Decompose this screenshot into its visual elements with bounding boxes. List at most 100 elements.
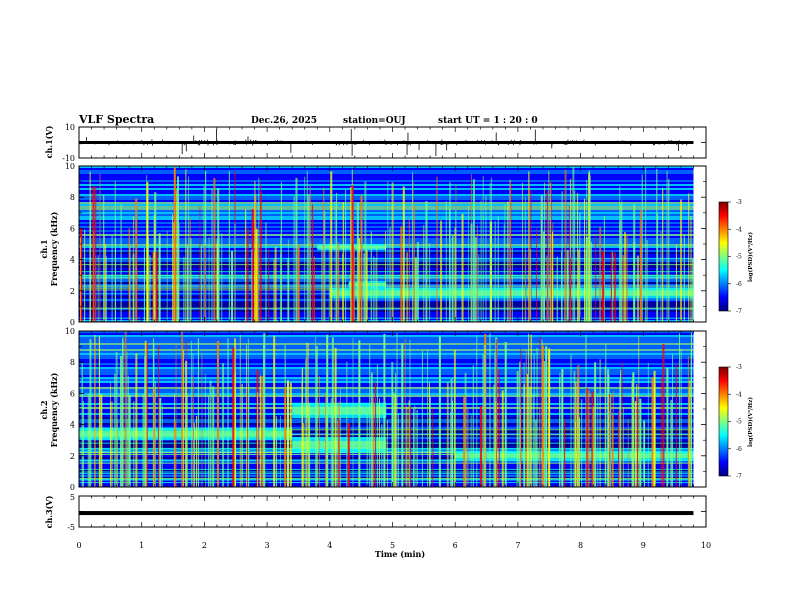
spectrogram-row — [79, 286, 694, 288]
sferic-streak — [622, 255, 624, 322]
narrowband-line — [79, 299, 694, 301]
sferic-streak — [668, 178, 670, 322]
narrowband-line — [79, 276, 694, 278]
sferic-streak — [398, 414, 400, 487]
sferic-streak — [423, 225, 425, 322]
sferic-streak — [196, 415, 198, 487]
sferic-streak — [365, 249, 368, 322]
sferic-streak — [94, 344, 96, 487]
sferic-streak — [122, 337, 124, 487]
sferic-streak — [414, 257, 417, 322]
sferic-streak — [217, 252, 219, 322]
spectrogram-row — [79, 465, 694, 467]
spectrogram-row — [79, 441, 694, 443]
sferic-streak — [408, 218, 410, 322]
spectrogram-row — [79, 306, 694, 308]
spectrogram-row — [79, 180, 694, 182]
spectrogram-row — [79, 228, 694, 230]
figure-title: VLF Spectra — [78, 113, 154, 126]
sferic-streak — [521, 182, 523, 322]
sferic-streak — [463, 395, 466, 487]
sferic-streak — [489, 183, 491, 322]
spectrogram-row — [79, 349, 694, 351]
sferic-streak — [376, 246, 378, 322]
sferic-streak — [578, 249, 580, 322]
narrowband-line — [79, 447, 694, 449]
sferic-streak — [402, 186, 405, 322]
sferic-streak — [687, 355, 689, 487]
sferic-streak — [342, 202, 344, 322]
sferic-streak — [543, 361, 546, 487]
spectrogram-row — [79, 417, 694, 419]
sferic-streak — [207, 395, 209, 487]
ch2-freq-tick-4: 4 — [70, 421, 75, 430]
sferic-streak — [578, 418, 580, 487]
ch1-waveform-panel: 10 -10 ch.1(V) — [44, 123, 694, 163]
sferic-streak — [114, 373, 116, 487]
spectrogram-row — [79, 461, 694, 463]
sferic-streak — [251, 249, 253, 322]
sferic-streak — [275, 416, 277, 487]
ch3-ytick-bottom: -5 — [67, 523, 75, 532]
sferic-streak — [494, 221, 496, 322]
sferic-streak — [305, 358, 307, 487]
spectrogram-row — [79, 435, 694, 437]
time-tick-10: 10 — [701, 541, 711, 550]
sferic-streak — [493, 384, 495, 487]
sferic-streak — [412, 181, 414, 322]
sferic-streak — [480, 406, 483, 487]
spectrogram-row — [79, 170, 694, 172]
sferic-streak — [680, 348, 682, 487]
sferic-streak — [350, 186, 353, 322]
sferic-streak — [384, 231, 386, 322]
spectrogram-row — [79, 381, 694, 383]
sferic-streak — [345, 189, 347, 322]
spectrogram-row — [79, 339, 694, 341]
sferic-streak — [645, 167, 647, 322]
spectrogram-row — [79, 455, 694, 457]
narrowband-line — [79, 482, 694, 484]
sferic-streak — [396, 333, 398, 487]
spectrogram-row — [79, 230, 694, 232]
spectrogram-row — [79, 266, 694, 268]
ch2-freq-tick-6: 6 — [70, 389, 75, 398]
sferic-streak — [128, 394, 131, 487]
spectrogram-row — [79, 190, 694, 192]
sferic-streak — [446, 382, 449, 487]
sferic-streak — [111, 401, 113, 487]
sferic-streak — [662, 187, 664, 322]
sferic-streak — [173, 222, 175, 322]
sferic-streak — [504, 204, 506, 322]
sferic-streak — [406, 252, 408, 322]
sferic-streak — [103, 234, 105, 322]
narrowband-line — [79, 479, 694, 481]
sferic-streak — [89, 338, 92, 487]
sferic-streak — [429, 396, 431, 487]
sferic-streak — [173, 167, 176, 322]
sferic-streak — [153, 387, 156, 487]
ch1-freq-tick-8: 8 — [70, 193, 75, 202]
sferic-streak — [534, 419, 537, 487]
sferic-streak — [482, 175, 484, 322]
sferic-streak — [666, 367, 669, 487]
spectrogram-row — [79, 459, 694, 461]
sferic-streak — [149, 255, 151, 322]
narrowband-line — [79, 442, 694, 444]
sferic-streak — [95, 186, 97, 322]
sferic-streak — [303, 423, 305, 487]
sferic-streak — [159, 397, 162, 487]
sferic-streak — [635, 400, 637, 487]
sferic-streak — [146, 182, 149, 322]
sferic-streak — [334, 347, 337, 487]
sferic-streak — [409, 406, 411, 487]
sferic-streak — [143, 247, 145, 322]
sferic-streak — [100, 394, 103, 487]
sferic-streak — [392, 392, 395, 487]
spectrogram-row — [79, 240, 694, 242]
sferic-streak — [255, 228, 258, 322]
time-tick-1: 1 — [139, 541, 144, 550]
sferic-streak — [192, 353, 194, 487]
sferic-streak — [636, 383, 638, 487]
spectrogram-row — [79, 393, 694, 395]
